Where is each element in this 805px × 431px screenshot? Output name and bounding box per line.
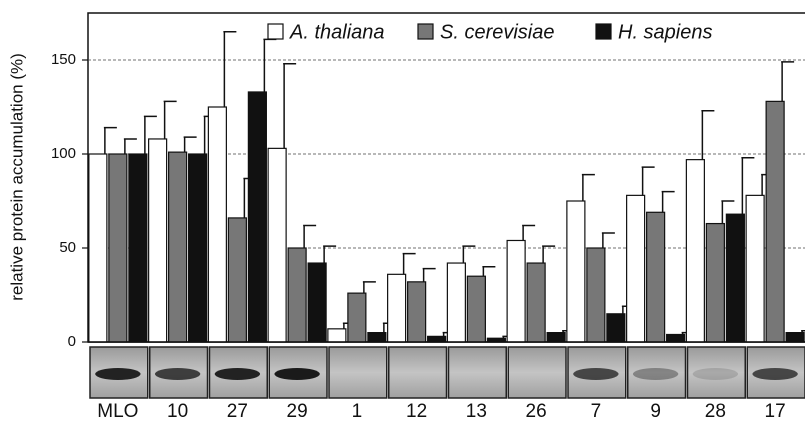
bar — [766, 101, 784, 342]
error-bar — [462, 246, 475, 263]
error-bar — [164, 101, 177, 139]
error-bar — [701, 111, 714, 160]
blot-band — [274, 368, 319, 380]
bar — [208, 107, 226, 342]
bar — [228, 218, 246, 342]
bar — [149, 139, 167, 342]
y-tick-label: 100 — [51, 145, 76, 162]
error-bar — [184, 137, 197, 152]
error-bar — [223, 32, 236, 107]
bar — [667, 334, 685, 342]
bar — [288, 248, 306, 342]
x-tick-label: 10 — [167, 401, 188, 422]
bar — [308, 263, 326, 342]
bar — [647, 212, 665, 342]
bar — [328, 329, 346, 342]
error-bar — [602, 233, 615, 248]
legend-label: A. thaliana — [289, 21, 385, 43]
bar — [129, 154, 147, 342]
blot-band — [573, 368, 618, 380]
bar — [567, 201, 585, 342]
legend-label: S. cerevisiae — [440, 21, 555, 43]
y-tick-label: 50 — [59, 239, 76, 256]
blot-panel — [449, 347, 507, 398]
error-bar — [263, 39, 276, 92]
error-bar — [542, 246, 555, 263]
blot-panel — [389, 347, 447, 398]
bar — [467, 276, 485, 342]
bar — [169, 152, 187, 342]
blot-band — [155, 368, 200, 380]
x-tick-label: 12 — [406, 401, 427, 422]
error-bar — [522, 225, 535, 240]
legend-swatch — [268, 24, 283, 39]
bar — [786, 333, 804, 342]
x-tick-label: 26 — [526, 401, 547, 422]
bar — [587, 248, 605, 342]
x-tick-label: 1 — [352, 401, 363, 422]
bar — [89, 154, 107, 342]
y-tick-label: 0 — [68, 333, 76, 350]
error-bar — [323, 246, 336, 263]
x-tick-label: 7 — [591, 401, 602, 422]
bar — [408, 282, 426, 342]
legend-swatch — [418, 24, 433, 39]
error-bar — [482, 267, 495, 276]
x-tick-label: 13 — [466, 401, 487, 422]
x-tick-label: 29 — [287, 401, 308, 422]
error-bar — [662, 192, 675, 213]
y-axis-label: relative protein accumulation (%) — [7, 53, 26, 301]
bar — [189, 154, 207, 342]
x-tick-label: MLO — [97, 401, 138, 422]
bar — [368, 333, 386, 342]
error-bar — [403, 254, 416, 275]
blot-panel — [329, 347, 387, 398]
blot-band — [693, 368, 738, 380]
error-bar — [303, 225, 316, 248]
bar — [547, 333, 565, 342]
error-bar — [582, 175, 595, 201]
blot-band — [215, 368, 260, 380]
error-bar — [283, 64, 296, 149]
x-tick-label: 28 — [705, 401, 726, 422]
bar — [388, 274, 406, 342]
bar — [527, 263, 545, 342]
error-bar — [363, 282, 376, 293]
error-bar — [781, 62, 794, 101]
chart: relative protein accumulation (%) 0 50 100… — [0, 0, 805, 431]
error-bar — [124, 139, 137, 154]
legend-swatch — [596, 24, 611, 39]
bar — [607, 314, 625, 342]
blot-band — [633, 368, 678, 380]
bar — [348, 293, 366, 342]
y-tick-label: 150 — [51, 51, 76, 68]
error-bar — [642, 167, 655, 195]
bar — [109, 154, 127, 342]
blot-band — [752, 368, 797, 380]
bar — [686, 160, 704, 342]
bar — [627, 195, 645, 342]
x-tick-label: 27 — [227, 401, 248, 422]
bar — [507, 240, 525, 342]
legend-label: H. sapiens — [618, 21, 713, 43]
bar — [746, 195, 764, 342]
blot-band — [95, 368, 140, 380]
bar — [248, 92, 266, 342]
bar — [726, 214, 744, 342]
error-bar — [104, 128, 117, 154]
bar — [447, 263, 465, 342]
bar — [428, 336, 446, 342]
blot-panel — [508, 347, 566, 398]
x-tick-label: 9 — [650, 401, 661, 422]
x-tick-label: 17 — [765, 401, 786, 422]
error-bar — [423, 269, 436, 282]
bar — [268, 148, 286, 342]
bar — [706, 224, 724, 342]
